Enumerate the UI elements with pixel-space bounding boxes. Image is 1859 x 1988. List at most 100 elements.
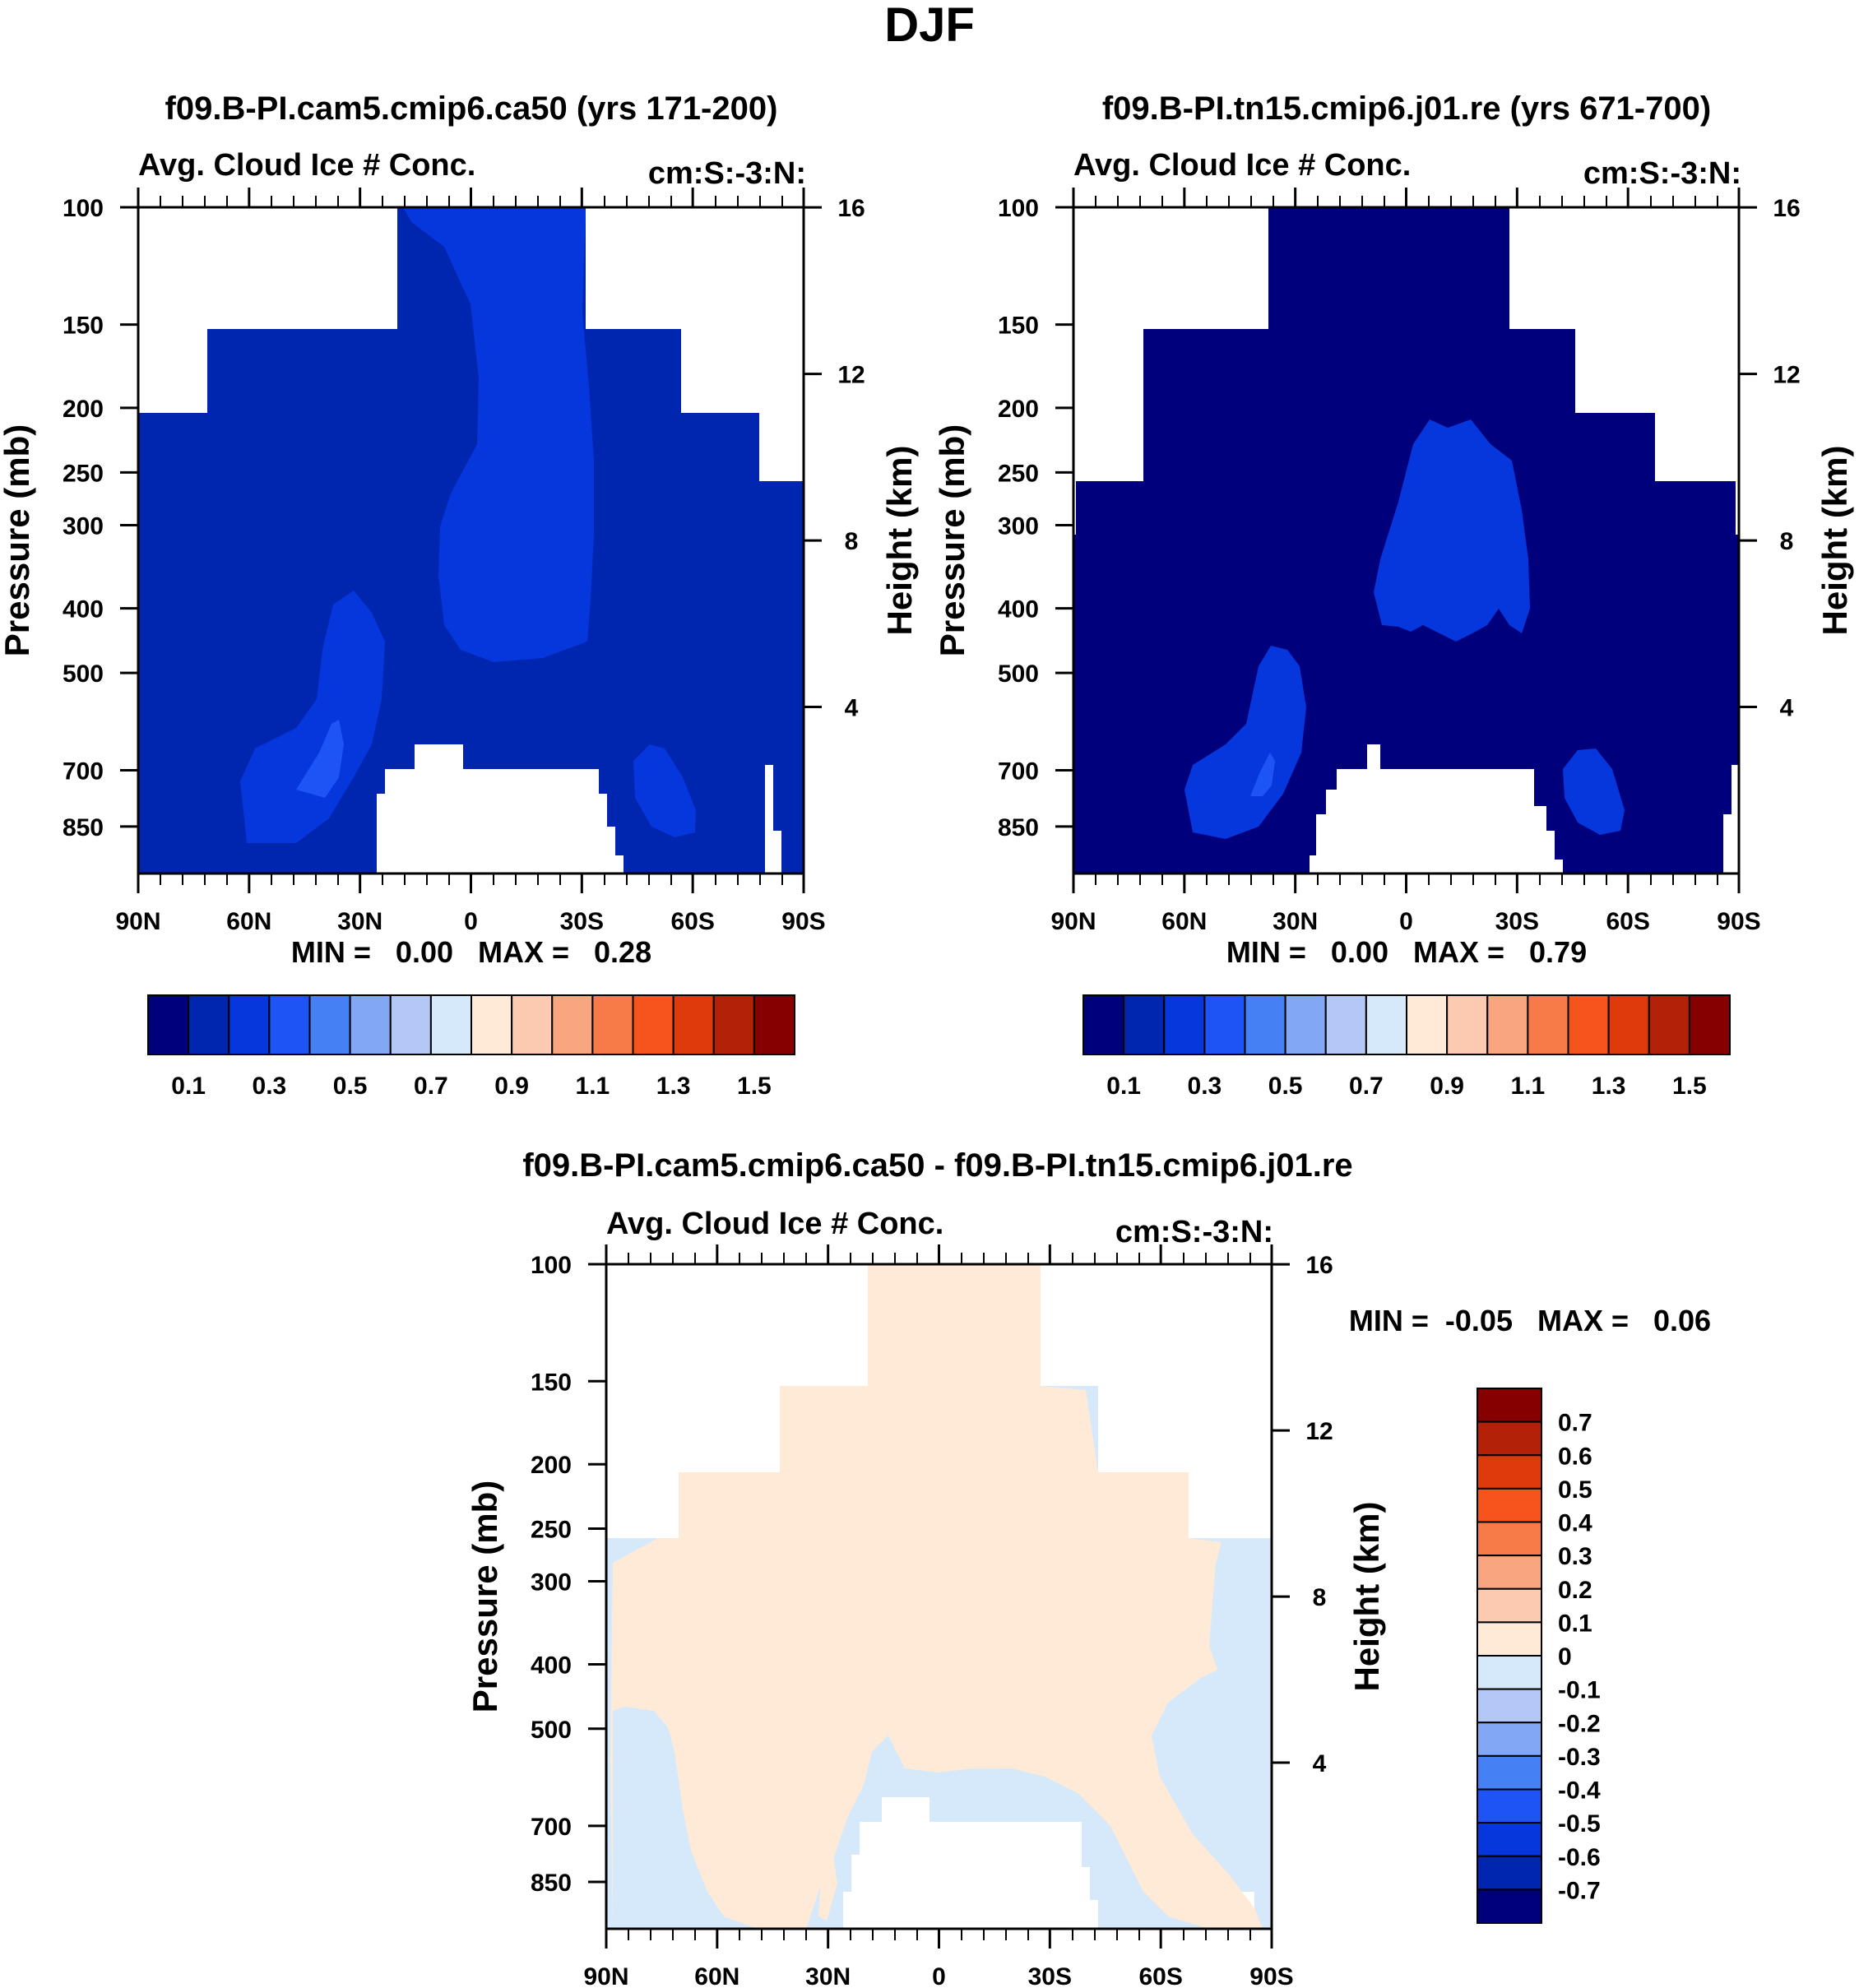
panel-diff-positive-region: [610, 1264, 1263, 1929]
panel-left-colorbar-box: [389, 994, 432, 1055]
panel-left-x-tick-label: 90S: [781, 908, 825, 935]
panel-diff-colorbar-box: [1477, 1555, 1542, 1590]
panel-left-colorbar-label: 0.7: [414, 1073, 448, 1100]
panel-left-colorbar-box: [471, 994, 513, 1055]
panel-right-yr-tick-label: 16: [1773, 195, 1800, 222]
panel-right-y-tick-label: 850: [998, 814, 1039, 841]
panel-right-minor-ticks: [1095, 196, 1718, 885]
figure-title: DJF: [884, 0, 975, 52]
panel-left-colorbar-box: [672, 994, 715, 1055]
panel-diff-minmax: MIN = -0.05 MAX = 0.06: [1349, 1304, 1711, 1337]
panel-left-low-contour-nh-core: [296, 720, 344, 798]
panel-diff-colorbar: 0.7 0.6 0.5 0.4 0.3 0.2 0.1 0 -0.1 -0.2 -0.3 -0.4 -0…: [1477, 1388, 1601, 1924]
panel-left-minor-ticks: [160, 196, 783, 885]
panel-left-colorbar-box: [632, 994, 675, 1055]
panel-diff-x-tick-label: 0: [932, 1963, 946, 1988]
panel-diff-colorbar-box: [1477, 1655, 1542, 1690]
panel-right-colorbar: 0.1 0.3 0.5 0.7 0.9 1.1 1.3 1.5: [1082, 994, 1731, 1100]
panel-right-y-tick-label: 700: [998, 758, 1039, 785]
panel-diff-colorbar-label: 0.4: [1558, 1510, 1592, 1537]
panel-right-y-tick-label: 100: [998, 195, 1039, 222]
panel-right-colorbar-label: 0.7: [1349, 1073, 1384, 1100]
panel-right-colorbar-box: [1607, 994, 1650, 1055]
panel-right-colorbar-box: [1648, 994, 1690, 1055]
panel-diff-variable: Avg. Cloud Ice # Conc.: [606, 1207, 943, 1241]
panel-diff-x-ticks: 90N 60N 30N 0 30S 60S 90S: [583, 1244, 1294, 1988]
panel-diff-ylabel-right: Height (km): [1347, 1502, 1386, 1692]
panel-right-units: cm:S:-3:N:: [1583, 156, 1741, 191]
panel-right-x-tick-label: 60N: [1161, 908, 1207, 935]
panel-left-colorbar-box: [188, 994, 230, 1055]
panel-diff-title: f09.B-PI.cam5.cmip6.ca50 - f09.B-PI.tn15…: [522, 1147, 1352, 1184]
panel-left-colorbar-box: [308, 994, 351, 1055]
panel-right-yr-ticks: 16 12 8 4: [1739, 195, 1801, 722]
panel-diff-colorbar-box: [1477, 1688, 1542, 1724]
panel-left-yr-tick-label: 16: [837, 195, 865, 222]
panel-left-x-tick-label: 30N: [337, 908, 382, 935]
panel-diff-yr-tick-label: 12: [1305, 1418, 1333, 1445]
panel-diff-colorbar-box: [1477, 1788, 1542, 1824]
panel-diff-colorbar-box: [1477, 1754, 1542, 1791]
panel-left: f09.B-PI.cam5.cmip6.ca50 (yrs 171-200) A…: [0, 90, 919, 1100]
panel-left-upper-contour: [403, 207, 594, 662]
panel-left-y-tick-label: 400: [63, 596, 104, 623]
panel-right-x-tick-label: 30S: [1495, 908, 1539, 935]
panel-left-colorbar-box: [228, 994, 271, 1055]
panel-left-field: [138, 207, 804, 874]
panel-diff-minor-ticks: [628, 1253, 1251, 1940]
panel-left-y-tick-label: 200: [63, 396, 104, 423]
panel-right-colorbar-box: [1203, 994, 1246, 1055]
panel-diff-colorbar-box: [1477, 1521, 1542, 1557]
panel-left-minmax: MIN = 0.00 MAX = 0.28: [291, 935, 651, 969]
panel-diff-colorbar-label: -0.2: [1558, 1710, 1601, 1737]
panel-diff-colorbar-label: 0.5: [1558, 1476, 1592, 1504]
panel-diff-x-tick-label: 60S: [1138, 1963, 1182, 1988]
panel-left-x-tick-label: 30S: [560, 908, 604, 935]
panel-diff-colorbar-box: [1477, 1487, 1542, 1523]
panel-left-low-contour-sh: [633, 744, 696, 837]
panel-right-y-tick-label: 400: [998, 596, 1039, 623]
panel-right-y-tick-label: 250: [998, 460, 1039, 487]
panel-left-ylabel: Pressure (mb): [0, 424, 36, 656]
panel-diff-y-tick-label: 150: [531, 1369, 572, 1396]
panel-right-colorbar-box: [1284, 994, 1327, 1055]
panel-left-colorbar-label: 1.5: [737, 1073, 772, 1100]
panel-right-colorbar-box: [1406, 994, 1449, 1055]
panel-right-mid-contour: [1374, 419, 1530, 642]
panel-right-colorbar-label: 0.3: [1188, 1073, 1222, 1100]
panel-right-variable: Avg. Cloud Ice # Conc.: [1073, 148, 1411, 183]
panel-left-yr-tick-label: 12: [837, 362, 865, 389]
panel-diff-x-tick-label: 30S: [1028, 1963, 1072, 1988]
panel-diff-colorbar-label: -0.3: [1558, 1744, 1601, 1771]
panel-diff-colorbar-label: 0.1: [1558, 1610, 1592, 1637]
panel-diff-colorbar-box: [1477, 1855, 1542, 1891]
panel-left-y-tick-label: 300: [63, 512, 104, 540]
panel-left-x-ticks: 90N 60N 30N 0 30S 60S 90S: [115, 188, 826, 935]
panel-left-colorbar-label: 0.3: [253, 1073, 287, 1100]
panel-diff-y-tick-label: 500: [531, 1717, 572, 1744]
panel-right-colorbar-label: 1.5: [1672, 1073, 1707, 1100]
panel-diff-y-tick-label: 850: [531, 1870, 572, 1897]
panel-right-colorbar-label: 1.3: [1592, 1073, 1626, 1100]
panel-left-units: cm:S:-3:N:: [648, 156, 806, 191]
panel-right-colorbar-box: [1244, 994, 1286, 1055]
panel-left-colorbar-label: 0.5: [333, 1073, 368, 1100]
panel-diff-y-tick-label: 700: [531, 1814, 572, 1841]
panel-diff-y-tick-label: 100: [531, 1252, 572, 1279]
panel-diff-colorbar-label: 0.6: [1558, 1443, 1592, 1470]
panel-right-x-tick-label: 0: [1399, 908, 1413, 935]
panel-diff-yr-tick-label: 8: [1313, 1584, 1327, 1611]
panel-left-colorbar-box: [591, 994, 634, 1055]
panel-diff-yr-ticks: 16 12 8 4: [1272, 1252, 1333, 1777]
panel-left-colorbar-box: [147, 994, 190, 1055]
panel-right-colorbar-box: [1163, 994, 1206, 1055]
panel-right-colorbar-label: 0.9: [1430, 1073, 1464, 1100]
panel-right-colorbar-box: [1486, 994, 1529, 1055]
panel-left-colorbar-box: [511, 994, 554, 1055]
panel-right-ylabel-right: Height (km): [1815, 446, 1854, 636]
panel-right-colorbar-box: [1446, 994, 1489, 1055]
panel-right-colorbar-box: [1527, 994, 1569, 1055]
panel-diff-x-tick-label: 90N: [583, 1963, 628, 1988]
panel-right-colorbar-box: [1123, 994, 1166, 1055]
